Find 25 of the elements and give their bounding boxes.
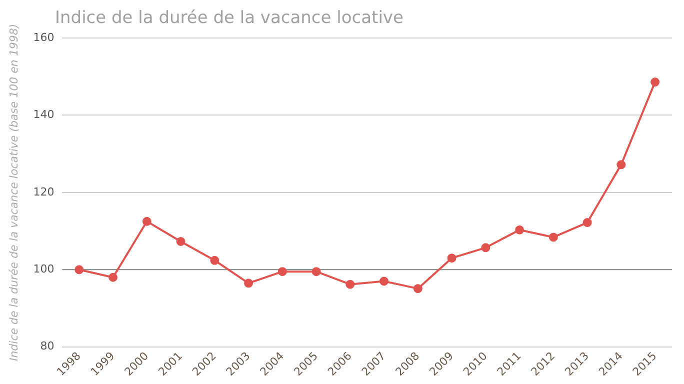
point xyxy=(74,265,84,274)
point xyxy=(244,278,254,288)
point xyxy=(582,218,592,228)
point xyxy=(481,243,490,252)
point xyxy=(108,272,118,282)
y-tick-label: 80 xyxy=(40,340,54,353)
point xyxy=(312,267,321,276)
y-tick-label: 120 xyxy=(33,185,54,198)
point xyxy=(515,225,524,234)
point xyxy=(413,284,422,294)
point xyxy=(447,254,456,263)
chart-title: Indice de la durée de la vacance locative xyxy=(55,8,404,28)
y-tick-label: 100 xyxy=(33,262,54,276)
point xyxy=(380,276,389,286)
y-tick-label: 140 xyxy=(33,108,54,122)
point xyxy=(278,267,287,276)
point xyxy=(346,280,355,289)
point xyxy=(616,160,626,170)
y-tick-label: 160 xyxy=(33,30,54,44)
point xyxy=(650,78,660,87)
point xyxy=(142,216,152,226)
point xyxy=(176,236,186,246)
point xyxy=(210,256,220,265)
y-axis-title: Indice de la durée de la vacance locative (base 100 en 1998) xyxy=(7,24,20,362)
point xyxy=(548,232,558,242)
